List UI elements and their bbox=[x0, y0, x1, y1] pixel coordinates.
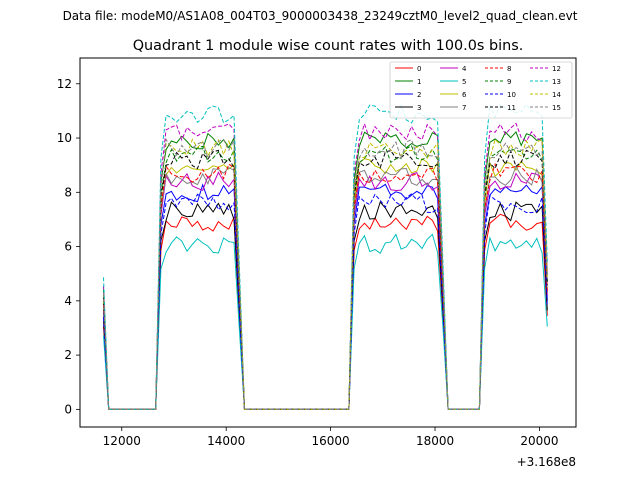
x-tick-label: 18000 bbox=[416, 434, 454, 448]
x-tick-label: 14000 bbox=[207, 434, 245, 448]
legend-label-5: 5 bbox=[462, 78, 466, 86]
series-layer bbox=[103, 103, 548, 410]
chart-title: Quadrant 1 module wise count rates with … bbox=[133, 38, 524, 54]
x-tick-label: 12000 bbox=[103, 434, 141, 448]
y-tick-label: 6 bbox=[64, 240, 72, 254]
legend-label-13: 13 bbox=[552, 78, 561, 86]
legend-label-2: 2 bbox=[417, 91, 421, 99]
y-tick-label: 12 bbox=[57, 77, 72, 91]
legend-label-1: 1 bbox=[417, 78, 421, 86]
x-tick-label: 20000 bbox=[520, 434, 558, 448]
legend-label-3: 3 bbox=[417, 104, 421, 112]
legend-label-6: 6 bbox=[462, 91, 467, 99]
legend-label-7: 7 bbox=[462, 104, 466, 112]
legend-label-12: 12 bbox=[552, 65, 561, 73]
legend-label-4: 4 bbox=[462, 65, 467, 73]
legend-label-10: 10 bbox=[507, 91, 516, 99]
y-tick-label: 4 bbox=[64, 294, 72, 308]
y-axis: 0 2 4 6 8 10 12 bbox=[57, 77, 80, 416]
y-tick-label: 10 bbox=[57, 131, 72, 145]
y-tick-label: 2 bbox=[64, 348, 72, 362]
axes-frame bbox=[79, 57, 577, 428]
y-tick-label: 8 bbox=[64, 185, 72, 199]
legend-label-15: 15 bbox=[552, 104, 561, 112]
legend-label-9: 9 bbox=[507, 78, 511, 86]
x-axis: 12000 14000 16000 18000 20000 bbox=[103, 427, 559, 448]
x-offset-label: +3.168e8 bbox=[517, 455, 576, 469]
legend-label-14: 14 bbox=[552, 91, 561, 99]
legend-label-0: 0 bbox=[417, 65, 421, 73]
series-line-15 bbox=[103, 137, 548, 410]
legend-label-11: 11 bbox=[507, 104, 516, 112]
suptitle: Data file: modeM0/AS1A08_004T03_90000034… bbox=[63, 9, 578, 23]
y-tick-label: 0 bbox=[64, 402, 72, 416]
x-tick-label: 16000 bbox=[312, 434, 350, 448]
legend-label-8: 8 bbox=[507, 65, 511, 73]
legend-box bbox=[389, 61, 573, 119]
